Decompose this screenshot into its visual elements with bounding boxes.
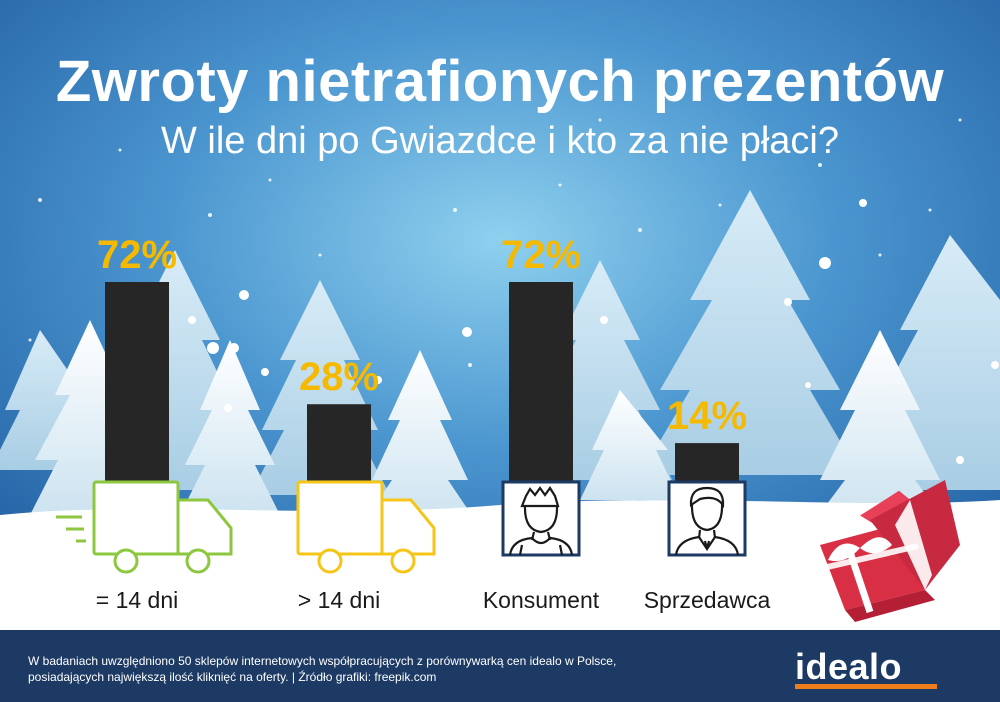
idealo-logo: idealo bbox=[795, 646, 903, 687]
value-label-1: 72% bbox=[97, 233, 177, 277]
footer-bar bbox=[0, 630, 1000, 702]
gift-box-icon bbox=[820, 480, 960, 622]
footnote: W badaniach uwzględniono 50 sklepów inte… bbox=[28, 653, 748, 685]
category-label-3: Konsument bbox=[483, 587, 600, 613]
truck-yellow-icon bbox=[296, 480, 436, 574]
front-trees bbox=[30, 320, 945, 520]
bar-4 bbox=[675, 443, 739, 482]
value-label-3: 72% bbox=[501, 233, 581, 277]
value-labels-group: 72% 28% 72% 14% bbox=[97, 233, 747, 438]
seller-icon bbox=[667, 480, 747, 557]
category-labels-group: = 14 dni > 14 dni Konsument Sprzedawca bbox=[96, 587, 771, 613]
snowflakes bbox=[28, 118, 977, 392]
bars-group bbox=[105, 282, 739, 482]
footnote-line-1: W badaniach uwzględniono 50 sklepów inte… bbox=[28, 654, 617, 668]
ground-snow bbox=[0, 500, 1000, 630]
value-label-2: 28% bbox=[299, 355, 379, 399]
falling-snow-dots bbox=[188, 199, 999, 464]
consumer-icon bbox=[501, 480, 581, 557]
category-label-4: Sprzedawca bbox=[644, 587, 771, 613]
category-label-1: = 14 dni bbox=[96, 587, 179, 613]
logo-underline bbox=[795, 684, 937, 689]
category-label-2: > 14 dni bbox=[298, 587, 381, 613]
truck-green-icon bbox=[56, 480, 233, 574]
page-subtitle: W ile dni po Gwiazdce i kto za nie płaci… bbox=[161, 120, 839, 162]
bar-2 bbox=[307, 404, 371, 482]
value-label-4: 14% bbox=[667, 394, 747, 438]
page-title: Zwroty nietrafionych prezentów bbox=[55, 49, 945, 114]
footnote-line-2: posiadających największą ilość kliknięć … bbox=[28, 670, 437, 684]
bar-1 bbox=[105, 282, 169, 482]
bar-3 bbox=[509, 282, 573, 482]
